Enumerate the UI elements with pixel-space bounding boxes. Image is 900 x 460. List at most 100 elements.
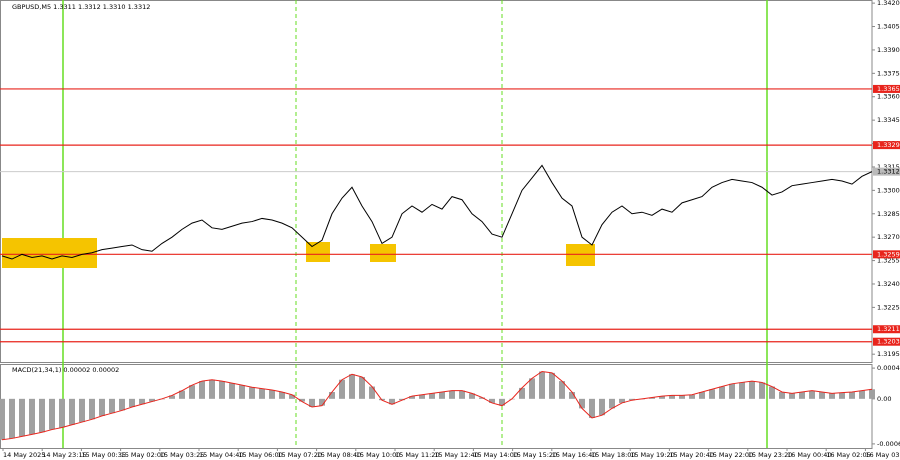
macd-bar <box>299 398 305 402</box>
x-tick-label: 15 May 04:40 <box>199 451 244 459</box>
macd-bar <box>629 398 635 401</box>
macd-bar <box>99 398 105 416</box>
macd-bar <box>829 393 835 399</box>
macd-bar <box>669 395 675 399</box>
macd-bar <box>849 392 855 399</box>
macd-bar <box>419 394 425 399</box>
macd-bar <box>579 398 585 409</box>
macd-bar <box>599 398 605 416</box>
macd-bar <box>619 398 625 403</box>
macd-bar <box>489 398 495 403</box>
macd-bar <box>269 389 275 399</box>
x-tick-label: 15 May 14:00 <box>473 451 518 459</box>
macd-bar <box>329 392 335 399</box>
level-label: 1.3211 <box>877 325 900 333</box>
macd-bar <box>349 374 355 399</box>
macd-bar <box>219 381 225 399</box>
x-tick-label: 15 May 00:35 <box>81 451 126 459</box>
macd-bar <box>679 395 685 399</box>
macd-bar <box>549 372 555 399</box>
macd-bar <box>229 383 235 399</box>
macd-bar <box>759 382 765 399</box>
highlight-box <box>566 244 595 266</box>
level-badge <box>873 337 900 346</box>
x-tick-label: 15 May 22:00 <box>709 451 754 459</box>
y-tick-label: 1.3195 <box>877 350 900 358</box>
macd-bar <box>749 381 755 399</box>
macd-bar <box>659 396 665 399</box>
macd-bar <box>359 376 365 399</box>
macd-bar <box>739 382 745 399</box>
macd-bar <box>429 393 435 399</box>
y-tick-label: 1.3345 <box>877 116 900 124</box>
macd-bar <box>649 397 655 399</box>
macd-bar <box>79 398 85 423</box>
macd-signal <box>1 370 873 441</box>
macd-bar <box>539 371 545 399</box>
y-tick-label: 1.3270 <box>877 233 900 241</box>
y-tick-label: 0.00045 <box>877 364 900 372</box>
last-price-badge <box>873 167 900 176</box>
y-tick-label: 1.3300 <box>877 186 900 194</box>
macd-bar <box>319 398 325 406</box>
macd-bar <box>139 398 145 405</box>
level-label: 1.3329 <box>877 141 900 149</box>
highlight-box <box>370 244 396 262</box>
macd-bar <box>459 390 465 399</box>
macd-bar <box>169 395 175 399</box>
x-tick-label: 15 May 16:40 <box>552 451 597 459</box>
level-label: 1.3259 <box>877 250 900 258</box>
macd-bar <box>809 390 815 399</box>
macd-bar <box>409 396 415 399</box>
macd-bar <box>199 381 205 399</box>
x-tick-label: 15 May 06:00 <box>238 451 283 459</box>
macd-bar <box>589 398 595 418</box>
macd-bar <box>0 398 5 440</box>
macd-bar <box>529 378 535 399</box>
macd-bar <box>119 398 125 411</box>
macd-bar <box>699 392 705 399</box>
x-tick-label: 15 May 19:20 <box>630 451 675 459</box>
macd-bar <box>369 386 375 399</box>
macd-title: MACD(21,34,1) 0.00002 0.00002 <box>12 366 119 374</box>
macd-bar <box>609 398 615 409</box>
macd-bar <box>129 398 135 408</box>
macd-bar <box>149 398 155 402</box>
macd-bar <box>189 385 195 399</box>
x-tick-label: 16 May 03:25 <box>865 451 900 459</box>
x-tick-label: 15 May 08:40 <box>317 451 362 459</box>
x-tick-label: 15 May 03:25 <box>160 451 205 459</box>
macd-bar <box>39 398 45 433</box>
macd-bar <box>869 389 875 399</box>
macd-bar <box>209 379 215 399</box>
y-tick-label: 1.3375 <box>877 69 900 77</box>
y-tick-label: 1.3390 <box>877 46 900 54</box>
macd-bar <box>559 381 565 399</box>
macd-bar <box>49 398 55 430</box>
macd-bar <box>179 390 185 399</box>
macd-bar <box>19 398 25 437</box>
y-tick-label: 0.00 <box>877 395 891 403</box>
y-tick-label: 1.3225 <box>877 303 900 311</box>
y-tick-label: 1.3360 <box>877 93 900 101</box>
x-tick-label: 15 May 02:00 <box>121 451 166 459</box>
highlight-box <box>306 242 330 262</box>
macd-bar <box>259 388 265 399</box>
macd-bar <box>469 393 475 399</box>
macd-bar <box>789 393 795 399</box>
y-tick-label: 1.3405 <box>877 23 900 31</box>
macd-bar <box>779 392 785 399</box>
level-label: 1.3365 <box>877 85 900 93</box>
x-tick-label: 15 May 11:20 <box>395 451 440 459</box>
macd-bar <box>569 392 575 399</box>
x-tick-label: 15 May 07:20 <box>277 451 322 459</box>
macd-bar <box>449 390 455 399</box>
last-price-label: 1.3312 <box>877 168 900 176</box>
macd-bar <box>59 398 65 428</box>
y-tick-label: 1.3420 <box>877 0 900 7</box>
macd-bar <box>279 392 285 399</box>
macd-bar <box>309 398 315 408</box>
x-tick-label: 16 May 02:05 <box>826 451 871 459</box>
macd-bar <box>799 392 805 399</box>
price-title: GBPUSD,M5 1.3311 1.3312 1.3310 1.3312 <box>12 3 150 11</box>
